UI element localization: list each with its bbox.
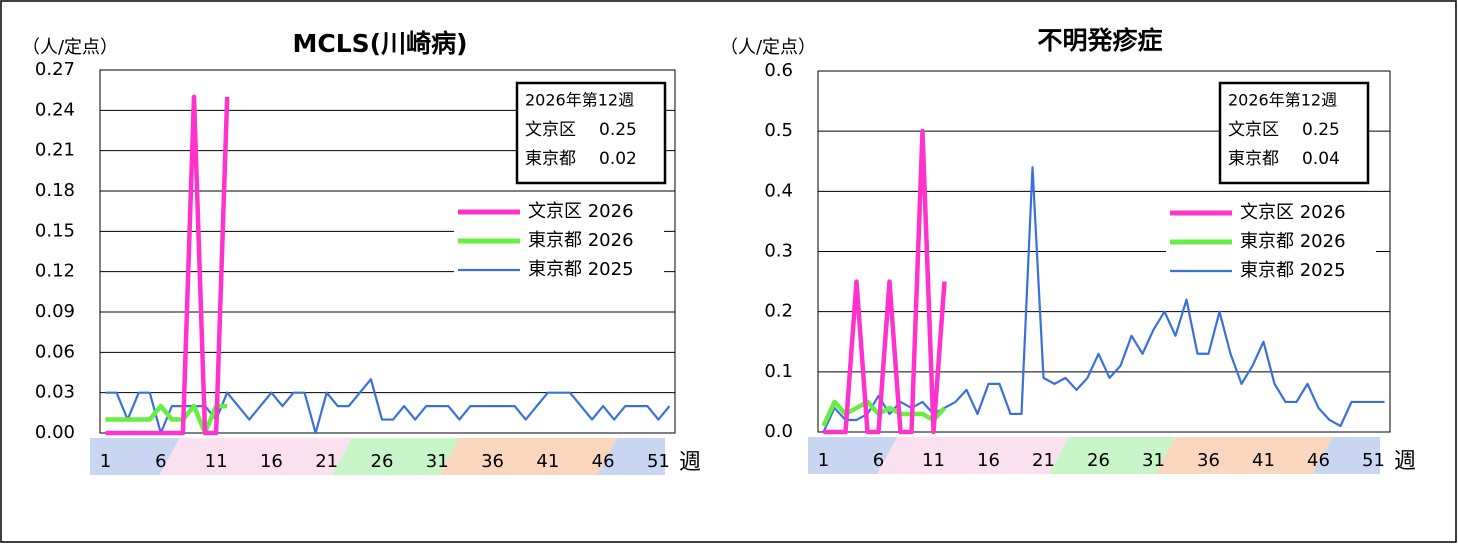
y-tick-label: 0.27 [35, 59, 75, 80]
legend-label: 東京都 2025 [1240, 260, 1346, 281]
x-tick-label: 41 [536, 451, 559, 472]
chart-title: MCLS(川崎病) [292, 29, 467, 58]
y-tick-label: 0.06 [35, 341, 75, 362]
y-tick-label: 0.03 [35, 382, 75, 403]
legend-label: 文京区 2026 [1240, 202, 1346, 223]
x-tick-label: 51 [1362, 450, 1385, 471]
season-band [332, 438, 460, 475]
y-tick-label: 0.15 [35, 220, 75, 241]
info-box [1218, 81, 1370, 185]
legend-label: 東京都 2026 [1240, 231, 1346, 252]
season-band [1048, 437, 1176, 474]
y-tick-label: 0.12 [35, 261, 75, 282]
info-value: 0.02 [599, 149, 637, 169]
info-label: 東京都 [525, 149, 576, 169]
data-line [822, 166, 1385, 433]
season-band [808, 437, 898, 474]
x-tick-label: 11 [922, 450, 945, 471]
x-tick-label: 21 [315, 451, 338, 472]
x-tick-label: 31 [426, 451, 449, 472]
info-box [515, 81, 667, 185]
info-value: 0.25 [599, 120, 637, 140]
x-tick-label: 36 [481, 451, 504, 472]
info-label: 文京区 [1228, 120, 1279, 140]
legend-label: 東京都 2025 [528, 259, 634, 280]
x-tick-label: 46 [1307, 450, 1330, 471]
data-line [105, 378, 671, 435]
chart-title: 不明発疹症 [1037, 26, 1162, 55]
x-tick-label: 26 [1087, 450, 1110, 471]
x-tick-label: 6 [873, 450, 884, 471]
y-tick-label: 0.24 [35, 99, 75, 120]
y-tick-label: 0.4 [764, 180, 793, 201]
y-tick-label: 0.1 [764, 361, 793, 382]
legend-label: 文京区 2026 [528, 201, 634, 222]
data-line [821, 399, 947, 427]
x-tick-label: 16 [260, 451, 283, 472]
season-band [597, 438, 665, 475]
info-label: 文京区 [525, 120, 576, 140]
x-tick-label: 26 [371, 451, 394, 472]
season-band [159, 438, 353, 475]
data-line [105, 94, 230, 436]
y-tick-label: 0.21 [35, 140, 75, 161]
season-band [1312, 437, 1380, 474]
y-tick-label: 0.0 [764, 421, 793, 442]
info-value: 0.25 [1302, 120, 1340, 140]
x-tick-label: 51 [647, 451, 670, 472]
season-band [90, 438, 180, 475]
y-tick-label: 0.6 [764, 60, 793, 81]
x-axis-unit: 週 [679, 450, 701, 475]
y-tick-label: 0.09 [35, 301, 75, 322]
x-tick-label: 11 [205, 451, 228, 472]
y-tick-label: 0.00 [35, 422, 75, 443]
x-tick-label: 21 [1032, 450, 1055, 471]
x-tick-label: 6 [155, 451, 166, 472]
x-tick-label: 31 [1142, 450, 1165, 471]
x-tick-label: 41 [1252, 450, 1275, 471]
info-title: 2026年第12週 [525, 91, 634, 110]
y-tick-label: 0.18 [35, 180, 75, 201]
y-tick-label: 0.5 [764, 120, 793, 141]
x-tick-label: 46 [592, 451, 615, 472]
y-axis-label: （人/定点） [22, 37, 118, 58]
x-tick-label: 36 [1197, 450, 1220, 471]
season-band [439, 438, 618, 475]
x-tick-label: 1 [100, 451, 111, 472]
season-band [1155, 437, 1333, 474]
y-tick-label: 0.3 [764, 241, 793, 262]
season-band [877, 437, 1069, 474]
data-line [823, 128, 947, 435]
y-axis-label: （人/定点） [720, 37, 816, 58]
x-axis-unit: 週 [1394, 449, 1416, 474]
info-value: 0.04 [1302, 149, 1340, 169]
x-tick-label: 1 [818, 450, 829, 471]
legend-label: 東京都 2026 [528, 230, 634, 251]
x-tick-label: 16 [977, 450, 1000, 471]
info-title: 2026年第12週 [1228, 91, 1337, 110]
info-label: 東京都 [1228, 149, 1279, 169]
y-tick-label: 0.2 [764, 301, 793, 322]
